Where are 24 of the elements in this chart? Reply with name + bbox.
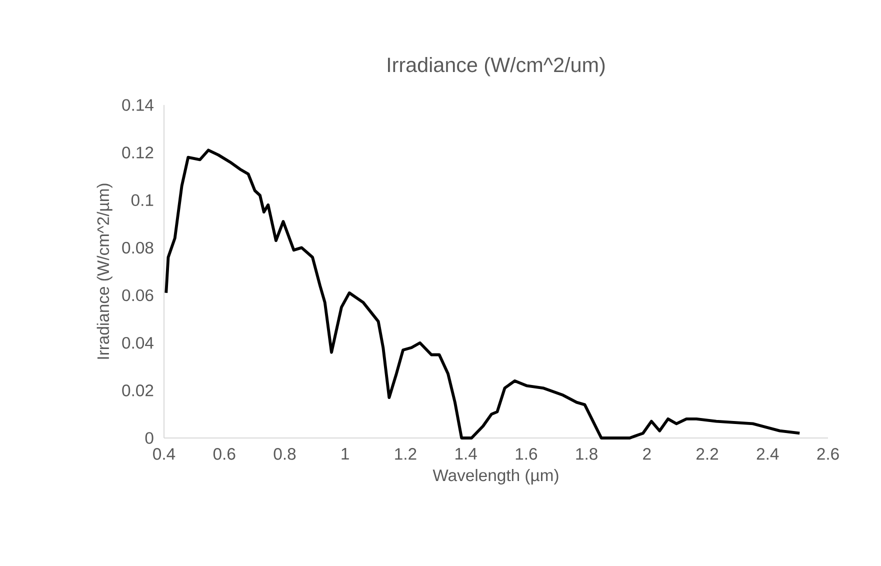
y-tick-label: 0.12 [122,146,154,158]
x-tick-label: 0.4 [153,448,176,460]
y-tick-label: 0.02 [122,384,154,396]
x-tick-label: 0.8 [274,448,296,460]
x-tick-label: 2 [643,448,651,460]
x-tick-label: 2.2 [696,448,718,460]
line-series [164,148,802,440]
y-tick-label: 0.14 [122,99,154,111]
y-tick-label: 0.06 [122,289,154,302]
y-tick-label: 0.1 [131,194,154,206]
y-tick-label: 0.04 [122,336,154,349]
y-axis-title: Irradiance (W/cm^2/µm) [96,184,112,359]
x-tick-label: 0.6 [213,448,236,460]
x-tick-label: 2.4 [756,448,779,460]
y-tick-label: 0.08 [122,242,154,254]
x-tick-label: 1.6 [516,448,538,460]
y-tick-label: 0 [145,432,154,444]
x-tick-label: 1.4 [456,448,477,460]
x-axis-title: Wavelength (µm) [432,468,558,485]
x-tick-label: 1.8 [576,448,598,460]
chart-title: Irradiance (W/cm^2/um) [388,57,605,76]
x-tick-label: 1 [342,448,349,460]
x-tick-label: 2.6 [817,448,839,460]
x-tick-label: 1.2 [395,448,416,460]
